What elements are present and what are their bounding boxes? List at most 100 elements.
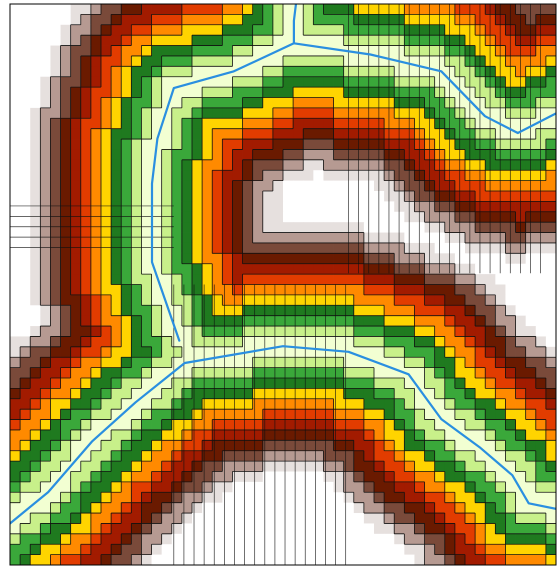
raster-cell	[10, 294, 21, 306]
raster-cell	[161, 357, 173, 369]
raster-cell	[525, 502, 537, 514]
raster-cell	[333, 305, 345, 317]
raster-cell	[242, 533, 254, 545]
raster-cell	[232, 139, 243, 150]
raster-cell	[414, 419, 425, 431]
raster-cell	[101, 201, 112, 213]
raster-cell	[525, 554, 537, 566]
raster-cell	[444, 481, 456, 493]
raster-cell	[161, 128, 173, 140]
raster-cell	[343, 284, 355, 296]
raster-cell	[111, 97, 122, 109]
raster-cell	[60, 471, 72, 483]
raster-cell	[171, 170, 183, 182]
raster-cell	[333, 149, 345, 161]
raster-cell	[181, 232, 193, 244]
raster-cell	[444, 554, 456, 566]
raster-cell	[171, 533, 183, 545]
raster-cell	[242, 461, 254, 472]
raster-cell	[384, 502, 395, 514]
raster-cell	[343, 55, 355, 67]
raster-cell	[232, 398, 243, 410]
raster-cell	[80, 87, 92, 98]
raster-cell	[181, 222, 193, 233]
raster-cell	[272, 159, 284, 171]
raster-cell	[171, 35, 183, 46]
raster-cell	[232, 263, 243, 275]
raster-cell	[444, 544, 456, 556]
raster-cell	[485, 544, 496, 556]
raster-cell	[60, 398, 72, 410]
raster-cell	[424, 170, 436, 182]
raster-cell	[515, 388, 527, 400]
raster-cell	[384, 14, 395, 26]
raster-cell	[192, 4, 203, 15]
raster-cell	[525, 523, 537, 535]
raster-cell	[384, 191, 395, 202]
raster-cell	[465, 180, 476, 192]
raster-cell	[171, 523, 183, 535]
raster-cell	[50, 24, 61, 36]
raster-cell	[525, 159, 537, 171]
raster-cell	[353, 55, 365, 67]
raster-cell	[262, 201, 274, 213]
raster-cell	[131, 118, 142, 130]
raster-cell	[313, 66, 324, 78]
raster-cell	[434, 128, 446, 140]
raster-cell	[272, 55, 284, 67]
raster-cell	[272, 76, 284, 88]
raster-cell	[384, 149, 395, 161]
raster-cell	[353, 533, 365, 545]
raster-cell	[323, 357, 334, 369]
raster-cell	[333, 76, 345, 88]
raster-cell	[90, 263, 102, 275]
raster-cell	[545, 253, 557, 265]
raster-cell	[384, 118, 395, 130]
raster-cell	[454, 315, 466, 327]
raster-cell	[414, 440, 425, 452]
raster-cell	[151, 461, 163, 472]
raster-cell	[333, 502, 345, 514]
raster-cell	[404, 118, 415, 130]
raster-cell	[323, 409, 334, 420]
raster-cell	[272, 419, 284, 431]
raster-cell	[394, 24, 405, 36]
raster-cell	[60, 409, 72, 420]
raster-cell	[545, 336, 557, 348]
raster-cell	[293, 336, 304, 348]
raster-cell	[242, 97, 254, 109]
raster-cell	[465, 492, 476, 504]
raster-cell	[101, 107, 112, 119]
raster-cell	[151, 107, 163, 119]
raster-cell	[80, 274, 92, 285]
raster-cell	[40, 274, 51, 285]
raster-cell	[434, 378, 446, 389]
raster-cell	[212, 461, 223, 472]
raster-cell	[293, 419, 304, 431]
raster-cell	[70, 180, 82, 192]
raster-cell	[161, 440, 173, 452]
raster-cell	[181, 326, 193, 337]
raster-cell	[283, 128, 294, 140]
raster-cell	[374, 118, 385, 130]
raster-cell	[454, 232, 466, 244]
raster-cell	[444, 492, 456, 504]
raster-cell	[40, 513, 51, 524]
raster-cell	[293, 429, 304, 441]
raster-cell	[30, 232, 41, 244]
raster-cell	[293, 294, 304, 306]
raster-cell	[505, 45, 516, 57]
raster-cell	[323, 513, 334, 524]
raster-cell	[394, 180, 405, 192]
raster-cell	[192, 24, 203, 36]
raster-cell	[252, 222, 264, 233]
raster-cell	[374, 201, 385, 213]
raster-cell	[90, 45, 102, 57]
raster-cell	[30, 533, 41, 545]
raster-cell	[475, 139, 486, 150]
raster-cell	[374, 128, 385, 140]
raster-cell	[333, 97, 345, 109]
raster-cell	[50, 159, 61, 171]
raster-cell	[444, 180, 456, 192]
raster-cell	[353, 336, 365, 348]
